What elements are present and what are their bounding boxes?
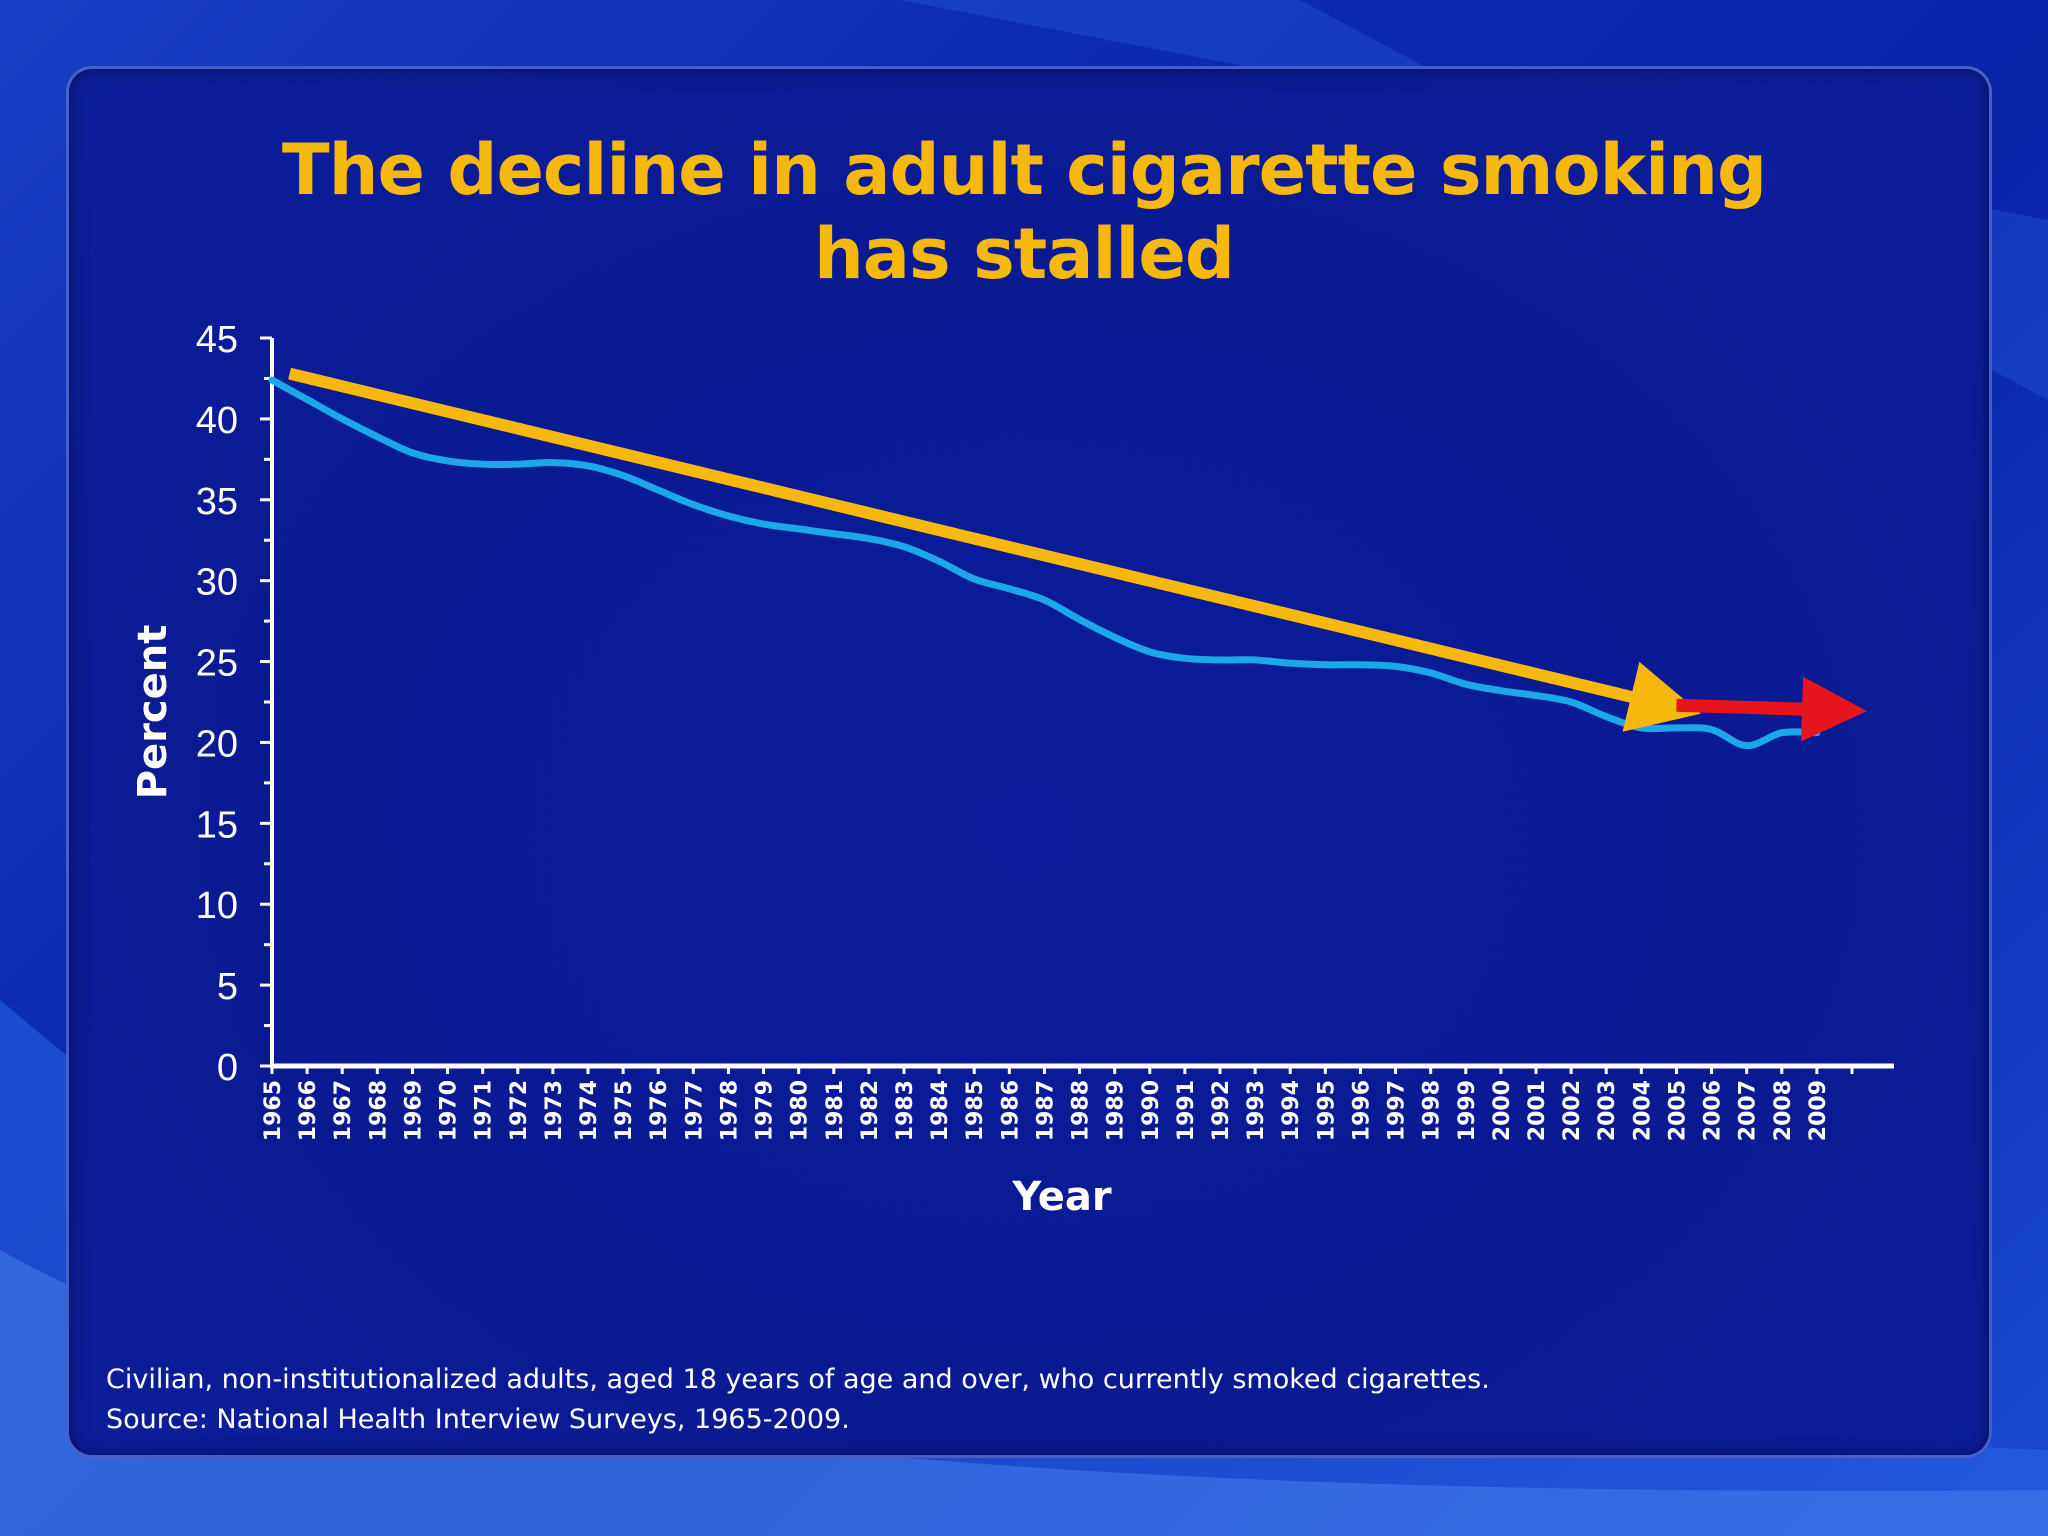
- x-tick-label: 1966: [296, 1080, 321, 1141]
- x-tick-label: 1971: [472, 1080, 497, 1141]
- footnote-description: Civilian, non-institutionalized adults, …: [106, 1364, 1490, 1395]
- y-axis-title: Percent: [130, 625, 176, 800]
- x-tick-label: 2006: [1701, 1080, 1726, 1141]
- y-tick-label: 45: [196, 319, 238, 361]
- x-tick-label: 1967: [331, 1080, 356, 1141]
- y-tick-label: 20: [196, 723, 238, 765]
- x-tick-label: 1997: [1385, 1080, 1410, 1141]
- x-tick-label: 2004: [1630, 1080, 1655, 1141]
- x-tick-label: 1987: [1033, 1080, 1058, 1141]
- x-tick-label: 1999: [1455, 1080, 1480, 1141]
- x-tick-label: 1984: [928, 1080, 953, 1141]
- x-tick-label: 2003: [1595, 1080, 1620, 1141]
- x-tick-label: 1985: [963, 1080, 988, 1141]
- chart-title-line2: has stalled: [813, 213, 1235, 295]
- x-tick-label: 1996: [1349, 1080, 1374, 1141]
- y-tick-label: 40: [196, 400, 238, 442]
- y-tick-label: 5: [217, 966, 238, 1008]
- x-tick-label: 1968: [366, 1080, 391, 1141]
- footnote-source: Source: National Health Interview Survey…: [106, 1404, 850, 1435]
- series-layer: [268, 376, 1821, 750]
- stall-arrow: [1676, 676, 1867, 742]
- x-tick-label: 1981: [823, 1080, 848, 1141]
- y-tick-label: 25: [196, 643, 238, 685]
- x-tick-label: 1969: [401, 1080, 426, 1141]
- x-tick-label: 1965: [261, 1080, 286, 1141]
- chart-title: The decline in adult cigarette smoking h…: [0, 128, 2048, 296]
- x-tick-label: 2008: [1771, 1080, 1796, 1141]
- x-tick-label: 1980: [788, 1080, 813, 1141]
- x-tick-label: 1988: [1069, 1080, 1094, 1141]
- x-tick-label: 1993: [1244, 1080, 1269, 1141]
- x-tick-label: 2002: [1560, 1080, 1585, 1141]
- x-tick-label: 1983: [893, 1080, 918, 1141]
- y-tick-label: 30: [196, 562, 238, 604]
- x-tick-label: 1986: [998, 1080, 1023, 1141]
- x-tick-label: 1978: [717, 1080, 742, 1141]
- x-tick-label: 2001: [1525, 1080, 1550, 1141]
- x-tick-label: 1990: [1139, 1080, 1164, 1141]
- x-tick-label: 1995: [1314, 1080, 1339, 1141]
- chart-title-line1: The decline in adult cigarette smoking: [281, 129, 1767, 211]
- y-tick-label: 0: [217, 1047, 238, 1089]
- x-tick-label: 2000: [1490, 1080, 1515, 1141]
- footnote: Civilian, non-institutionalized adults, …: [106, 1360, 1490, 1440]
- y-tick-label: 10: [196, 885, 238, 927]
- x-tick-label: 1979: [753, 1080, 778, 1141]
- y-tick-label: 35: [196, 481, 238, 523]
- x-axis-title: Year: [1011, 1174, 1111, 1220]
- x-tick-label: 2005: [1665, 1080, 1690, 1141]
- x-tick-label: 1976: [647, 1080, 672, 1141]
- x-tick-label: 1972: [507, 1080, 532, 1141]
- annotation-arrows: [288, 367, 1867, 742]
- x-tick-label: 1975: [612, 1080, 637, 1141]
- axis-labels: Percent Year: [130, 625, 1112, 1220]
- x-tick-label: 1982: [858, 1080, 883, 1141]
- x-tick-label: 1989: [1104, 1080, 1129, 1141]
- x-tick-label: 2007: [1736, 1080, 1761, 1141]
- x-tick-label: 2009: [1806, 1080, 1831, 1141]
- x-tick-label: 1998: [1420, 1080, 1445, 1141]
- slide-panel: [66, 66, 1992, 1458]
- x-tick-label: 1992: [1209, 1080, 1234, 1141]
- x-tick-label: 1991: [1174, 1080, 1199, 1141]
- x-tick-label: 1974: [577, 1080, 602, 1141]
- y-tick-label: 15: [196, 804, 238, 846]
- x-tick-label: 1977: [682, 1080, 707, 1141]
- x-tick-label: 1973: [542, 1080, 567, 1141]
- trend-arrow: [288, 367, 1701, 732]
- x-tick-label: 1994: [1279, 1080, 1304, 1141]
- axes: 0 5 10 15 20 25 30 35 40 45 1965 1966 1967 1968 1969 19…: [196, 319, 1894, 1141]
- x-tick-label: 1970: [437, 1080, 462, 1141]
